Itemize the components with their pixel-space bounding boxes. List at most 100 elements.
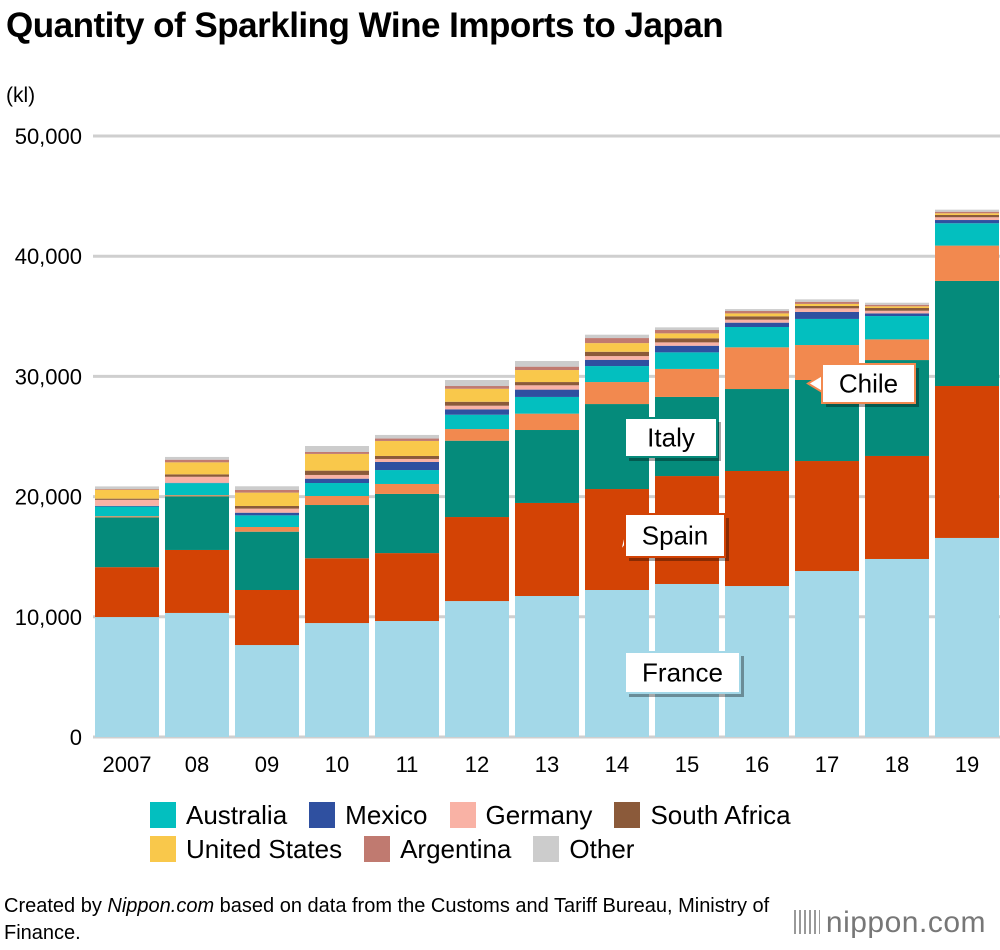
bar-segment-australia [305,483,369,496]
nippon-logo: nippon.com [793,906,986,940]
legend-swatch [533,836,560,862]
bar-segment-other [305,445,369,453]
bar-segment-other [585,334,649,339]
bar-segment-other [235,486,299,490]
bar-segment-argentina [165,459,229,463]
bar-segment-other [515,361,579,367]
y-tick-label: 30,000 [15,364,82,389]
legend: Australia Mexico Germany South Africa United… [150,798,950,866]
source-site: Nippon.com [107,895,215,917]
bar-segment-italy [235,531,299,590]
bar-segment-argentina [235,489,299,493]
legend-label: Germany [485,799,593,830]
x-tick-label: 12 [465,752,489,777]
legend-swatch [150,836,176,862]
bar-segment-other [95,486,159,490]
bar-segment-australia [725,326,789,348]
bar-segment-spain [865,455,929,559]
bar-segment-other [865,302,929,305]
bar-segment-united-states [515,370,579,383]
logo-text: nippon.com [825,906,986,939]
bar-segment-argentina [725,311,789,314]
bar-segment-australia [375,470,439,484]
bar-segment-germany [935,217,999,221]
source-note: Created by Nippon.com based on data from… [4,893,774,947]
bar-segment-chile [585,382,649,405]
bar-segment-argentina [585,338,649,344]
bar-segment-italy [515,430,579,503]
legend-item: United States [150,834,342,865]
bar-segment-italy [725,389,789,471]
bar-segment-argentina [655,330,719,334]
x-tick-label: 11 [396,752,419,777]
bar-segment-germany [655,342,719,346]
bar-segment-spain [235,589,299,646]
bar-segment-germany [375,458,439,462]
bar-segment-chile [725,347,789,390]
y-axis-unit: (kl) [6,84,36,107]
bar-segment-spain [165,549,229,613]
bar-segment-italy [305,505,369,559]
bar-segment-australia [585,366,649,383]
bar-segment-chile [305,495,369,506]
bar-segment-france [445,601,509,737]
bar-segment-argentina [445,386,509,389]
bar-segment-mexico [585,359,649,367]
bar-segment-mexico [305,478,369,484]
bar-segment-south-africa [795,305,859,309]
source-prefix: Created by [4,895,108,917]
bar-segment-other [725,309,789,312]
bar-segment-mexico [935,220,999,224]
bar-segment-france [515,596,579,737]
legend-label: United States [186,833,343,864]
bar-segment-chile [445,429,509,441]
bar-segment-chile [235,527,299,532]
bar-segment-south-africa [165,474,229,477]
legend-label: Mexico [345,799,428,830]
bar-segment-mexico [655,345,719,353]
bar-segment-argentina [795,301,859,304]
legend-label: Other [569,833,635,864]
y-tick-label: 40,000 [15,244,82,269]
x-tick-label: 2007 [103,752,152,777]
bar-segment-south-africa [725,316,789,320]
bar-segment-australia [165,483,229,496]
x-tick-label: 13 [535,752,559,777]
bar-segment-spain [515,502,579,597]
series-label-spain: Spain [642,521,709,551]
bar-segment-other [795,299,859,302]
legend-item: Germany [449,799,593,831]
bar-segment-germany [445,405,509,410]
bar-segment-united-states [935,213,999,215]
bar-segment-united-states [305,453,369,471]
bar-segment-south-africa [95,498,159,500]
bar-segment-mexico [865,313,929,317]
bar-segment-italy [445,440,509,518]
bar-segment-france [165,612,229,737]
bar-segment-united-states [795,303,859,306]
y-tick-label: 50,000 [15,124,82,149]
source-suffix: based on data from the Customs and Tarif… [4,895,770,944]
logo-bars-icon [793,910,820,934]
x-tick-label: 16 [745,752,769,777]
stacked-bar-chart: 0 10,000 20,000 30,000 40,000 50,000 2007 08 09 1… [15,124,1000,777]
bar-segment-argentina [515,366,579,371]
bar-segment-germany [305,474,369,479]
bar-segment-united-states [375,440,439,456]
bar-segment-united-states [445,388,509,402]
legend-swatch [364,836,391,862]
x-tick-label: 17 [815,752,839,777]
bar-segment-italy [95,517,159,568]
bar-segment-spain [795,461,859,572]
callout-box-france [624,651,741,694]
bar-segment-australia [445,414,509,430]
bar-segment-australia [795,318,859,346]
bar-segment-france [375,621,439,737]
bar-segment-spain [935,386,999,538]
bar-segment-chile [655,368,719,397]
y-tick-label: 0 [70,725,82,750]
bar-segment-australia [935,223,999,246]
bar-segment-united-states [585,343,649,352]
bar-segment-germany [515,385,579,390]
bar-segment-south-africa [375,455,439,459]
